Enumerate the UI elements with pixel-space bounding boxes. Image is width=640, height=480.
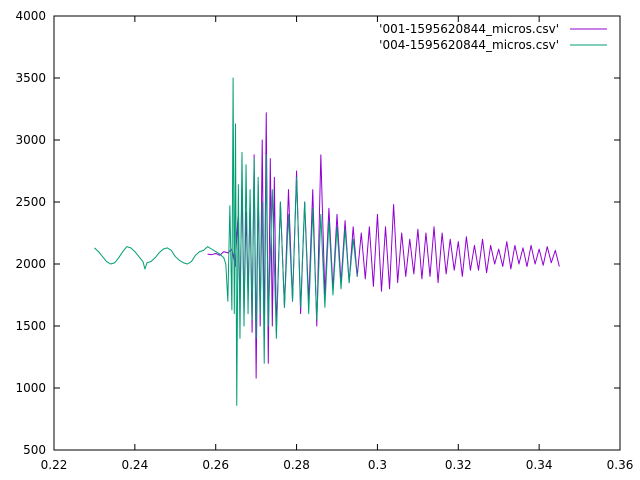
y-tick-label: 3000: [15, 133, 46, 147]
x-tick-label: 0.22: [41, 458, 68, 472]
x-tick-label: 0.28: [283, 458, 310, 472]
plot-frame: [53, 15, 621, 451]
legend-label-2: '004-1595620844_micros.csv': [379, 38, 559, 52]
x-tick-label: 0.34: [526, 458, 553, 472]
y-tick-label: 500: [23, 443, 46, 457]
x-tick-label: 0.26: [202, 458, 229, 472]
y-tick-label: 1000: [15, 381, 46, 395]
y-tick-label: 2500: [15, 195, 46, 209]
x-tick-label: 0.3: [368, 458, 387, 472]
x-tick-label: 0.32: [445, 458, 472, 472]
series-line-2: [94, 77, 358, 406]
y-tick-label: 1500: [15, 319, 46, 333]
plot-series: [94, 77, 560, 406]
x-axis: 0.22 0.24 0.26 0.28 0.3 0.32 0.34 0.36: [41, 16, 634, 472]
y-tick-label: 3500: [15, 71, 46, 85]
legend: '001-1595620844_micros.csv' '004-15956208…: [379, 22, 607, 52]
y-tick-label: 4000: [15, 9, 46, 23]
x-tick-label: 0.36: [607, 458, 634, 472]
y-tick-label: 2000: [15, 257, 46, 271]
x-tick-label: 0.24: [121, 458, 148, 472]
y-axis: 500 1000 1500 2000 2500 3000 3500 4000: [15, 9, 620, 457]
legend-label-1: '001-1595620844_micros.csv': [379, 22, 559, 36]
series-line-1: [207, 112, 560, 379]
